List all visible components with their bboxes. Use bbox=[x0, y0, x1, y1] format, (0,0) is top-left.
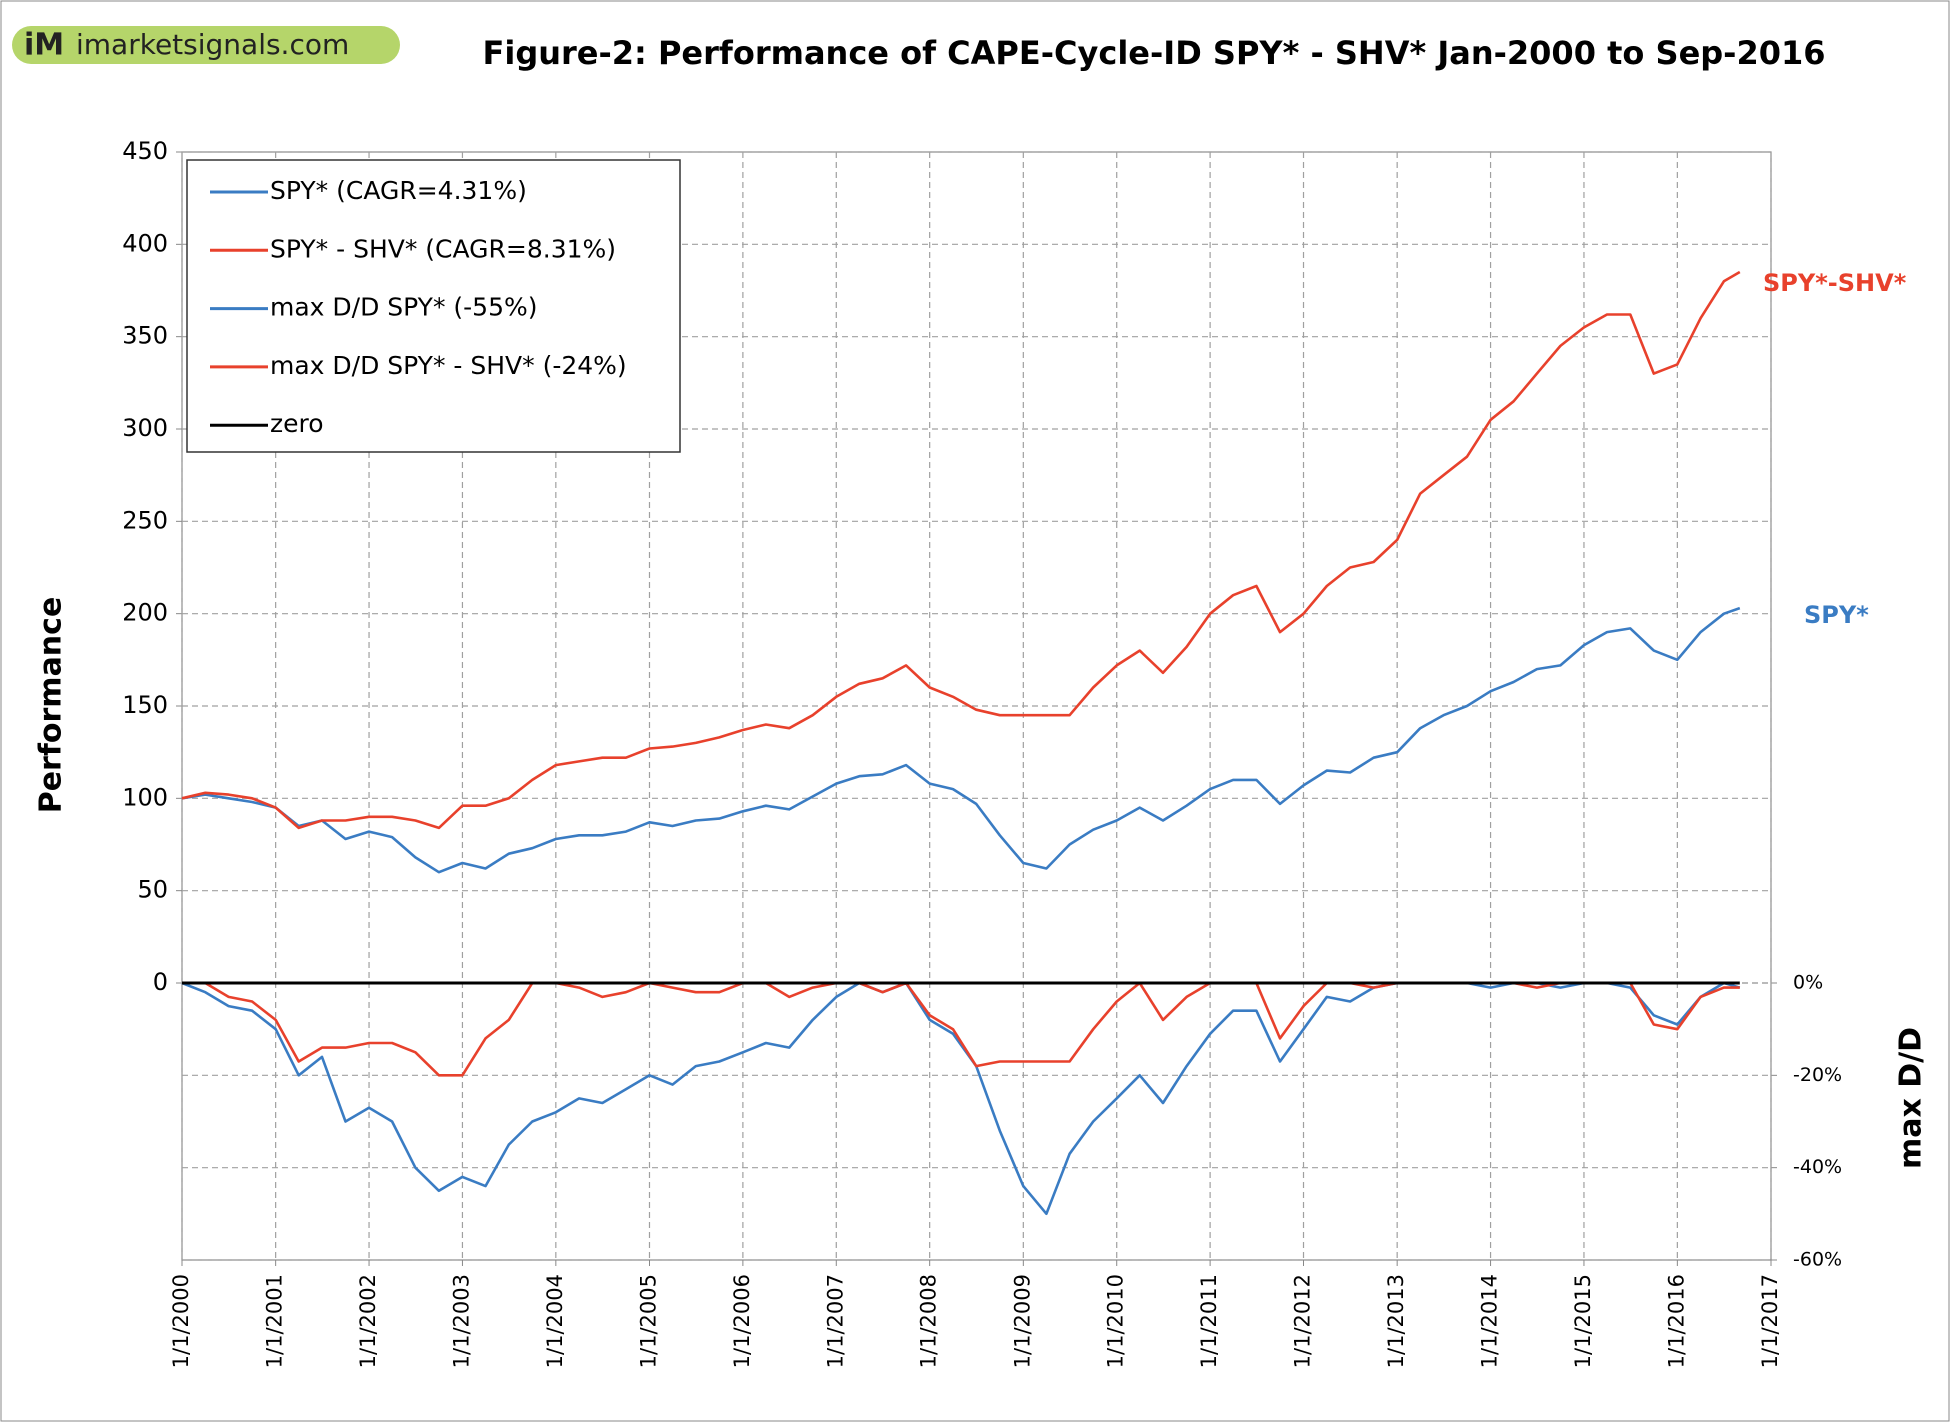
x-tick-label: 1/1/2008 bbox=[917, 1274, 941, 1368]
x-tick-label: 1/1/2006 bbox=[730, 1274, 754, 1368]
x-tick-label: 1/1/2013 bbox=[1384, 1274, 1408, 1368]
y-tick-label: 100 bbox=[122, 783, 168, 811]
y2-tick-label: -20% bbox=[1793, 1064, 1842, 1086]
x-tick-label: 1/1/2010 bbox=[1104, 1274, 1128, 1368]
x-tick-label: 1/1/2014 bbox=[1478, 1274, 1502, 1368]
legend-box bbox=[186, 159, 681, 453]
x-tick-label: 1/1/2016 bbox=[1664, 1274, 1688, 1368]
logo-mark: iM bbox=[24, 28, 64, 63]
series-line bbox=[181, 606, 1741, 874]
logo-site: imarketsignals.com bbox=[76, 28, 349, 61]
x-tick-label: 1/1/2015 bbox=[1571, 1274, 1595, 1368]
y-tick-label: 450 bbox=[122, 137, 168, 165]
x-tick-label: 1/1/2001 bbox=[263, 1274, 287, 1368]
x-tick-label: 1/1/2007 bbox=[823, 1274, 847, 1368]
x-tick-label: 1/1/2017 bbox=[1758, 1274, 1782, 1368]
logo-badge bbox=[12, 26, 400, 64]
x-tick-label: 1/1/2012 bbox=[1291, 1274, 1315, 1368]
x-tick-label: 1/1/2011 bbox=[1197, 1274, 1221, 1368]
x-tick-label: 1/1/2000 bbox=[169, 1274, 193, 1368]
y-tick-label: 250 bbox=[122, 506, 168, 534]
y-tick-label: 300 bbox=[122, 414, 168, 442]
annotation: SPY*-SHV* bbox=[1763, 269, 1907, 297]
chart-title: Figure-2: Performance of CAPE-Cycle-ID S… bbox=[482, 34, 1825, 72]
y2-axis-label: max D/D bbox=[1894, 1027, 1929, 1169]
y-tick-label: 50 bbox=[137, 876, 168, 904]
x-tick-label: 1/1/2002 bbox=[356, 1274, 380, 1368]
y2-tick-label: -40% bbox=[1793, 1156, 1842, 1178]
y2-tick-label: -60% bbox=[1793, 1249, 1842, 1271]
legend-label: max D/D SPY* - SHV* (-24%) bbox=[270, 351, 627, 380]
x-tick-label: 1/1/2003 bbox=[449, 1274, 473, 1368]
x-tick-label: 1/1/2004 bbox=[543, 1274, 567, 1368]
legend-label: SPY* (CAGR=4.31%) bbox=[270, 176, 527, 205]
y-tick-label: 350 bbox=[122, 322, 168, 350]
y-tick-label: 200 bbox=[122, 599, 168, 627]
legend-label: zero bbox=[270, 409, 324, 438]
y-tick-label: 150 bbox=[122, 691, 168, 719]
legend-label: SPY* - SHV* (CAGR=8.31%) bbox=[270, 234, 616, 263]
y2-tick-label: 0% bbox=[1793, 972, 1823, 994]
y-tick-label: 0 bbox=[153, 968, 168, 996]
x-tick-label: 1/1/2005 bbox=[636, 1274, 660, 1368]
y-axis-label: Performance bbox=[34, 597, 69, 814]
x-tick-label: 1/1/2009 bbox=[1010, 1274, 1034, 1368]
series-line bbox=[181, 270, 1741, 830]
legend-label: max D/D SPY* (-55%) bbox=[270, 293, 538, 322]
annotation: SPY* bbox=[1804, 601, 1869, 629]
y-tick-label: 400 bbox=[122, 229, 168, 257]
